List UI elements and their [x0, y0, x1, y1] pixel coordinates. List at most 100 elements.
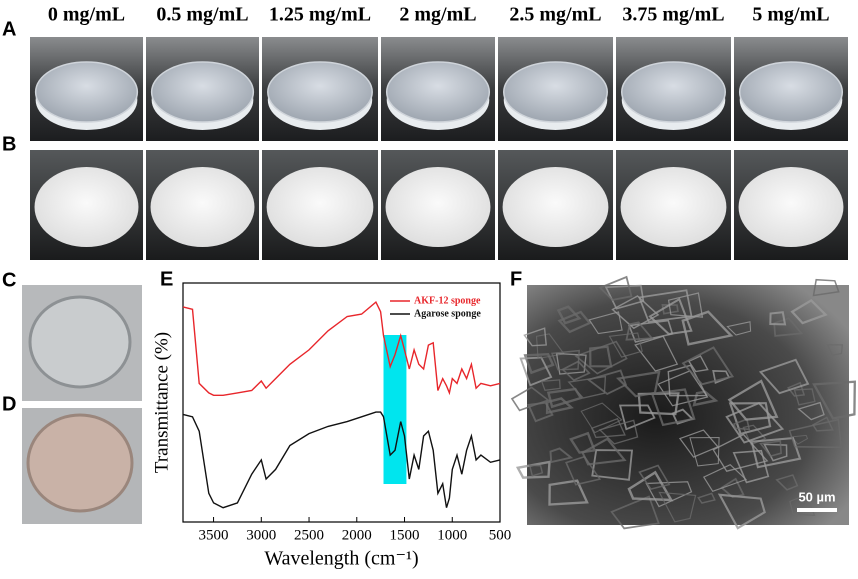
- panel-label: A: [2, 18, 16, 40]
- sem-flake: [758, 358, 810, 395]
- sem-flake: [697, 492, 716, 504]
- sem-flake: [788, 418, 843, 449]
- sem-flake: [717, 493, 766, 530]
- sponge: [34, 167, 139, 247]
- sem-flake: [610, 495, 660, 530]
- sem-flake: [750, 436, 802, 469]
- x-tick-label: 2000: [342, 527, 372, 543]
- x-tick-label: 3000: [246, 527, 276, 543]
- sem-flake: [598, 419, 639, 445]
- sem-flake: [519, 356, 553, 387]
- plot-frame: [182, 282, 501, 523]
- x-tick-label: 3500: [199, 527, 229, 543]
- sem-flake: [692, 390, 719, 407]
- sem-flake: [769, 311, 787, 326]
- sem-flake: [728, 402, 772, 436]
- sem-flake: [557, 310, 592, 334]
- concentration-label: 5 mg/mL: [752, 4, 829, 26]
- sem-flake: [712, 370, 731, 384]
- gel-disc: [267, 61, 373, 123]
- sem-flake: [759, 440, 782, 458]
- spectrum-line: [182, 411, 501, 509]
- sem-flake: [648, 297, 693, 336]
- sem-flake: [528, 464, 544, 477]
- spectrum-line: [182, 300, 501, 396]
- sem-flake: [775, 474, 799, 491]
- gel-disc: [150, 61, 255, 123]
- panel-label: E: [160, 268, 173, 290]
- sem-flake: [681, 346, 735, 386]
- ftir-chart: 3500 3000 2500 2000 1500 1000 500 Wavelength (c…: [151, 282, 511, 570]
- sem-flake: [727, 379, 779, 421]
- sem-flake: [732, 449, 770, 484]
- concentration-label: 3.75 mg/mL: [622, 4, 724, 26]
- sem-flake: [548, 479, 589, 506]
- sem-flake: [535, 333, 565, 360]
- sem-flake: [812, 278, 840, 297]
- film-d: [26, 413, 134, 513]
- sponge: [620, 167, 727, 247]
- sem-flake: [689, 436, 720, 467]
- sponge: [502, 167, 609, 247]
- sem-flake: [789, 493, 816, 517]
- sem-flake: [556, 305, 582, 325]
- sem-flake: [615, 370, 661, 398]
- sem-flake: [546, 387, 583, 409]
- sponge: [385, 167, 491, 247]
- sem-flake: [604, 284, 645, 310]
- sem-flake: [634, 335, 679, 372]
- gel-disc: [621, 61, 726, 123]
- concentration-label: 2 mg/mL: [399, 4, 476, 26]
- sem-flake: [549, 447, 574, 464]
- sponge: [738, 167, 844, 247]
- sem-flake: [667, 364, 708, 397]
- sem-flake: [523, 352, 555, 375]
- panel-label: C: [2, 269, 16, 291]
- sem-flake: [589, 345, 613, 368]
- sem-flake: [712, 433, 769, 472]
- sem-flake: [551, 349, 580, 371]
- sem-flake: [591, 449, 634, 481]
- sem-flake: [625, 321, 654, 341]
- sem-flake: [657, 370, 709, 407]
- sem-flake: [702, 463, 748, 493]
- legend-label: Agarose sponge: [414, 308, 481, 319]
- sem-flake: [523, 327, 547, 347]
- panel-label: B: [2, 133, 16, 155]
- x-tick-label: 1000: [437, 527, 467, 543]
- sem-flake: [733, 418, 751, 431]
- concentration-label: 0.5 mg/mL: [156, 4, 248, 26]
- sem-flake: [812, 380, 856, 420]
- sem-flake: [627, 470, 674, 502]
- sem-flake: [667, 292, 704, 318]
- sem-flake: [793, 388, 816, 406]
- sem-flake: [567, 375, 607, 399]
- sem-flake: [618, 404, 656, 431]
- gel-disc: [503, 61, 608, 123]
- concentration-label: 2.5 mg/mL: [509, 4, 601, 26]
- gel-disc: [34, 61, 139, 123]
- sem-flake: [790, 298, 828, 325]
- sem-flake: [569, 431, 597, 454]
- highlight-band: [383, 335, 407, 484]
- sem-flake: [545, 397, 574, 415]
- sem-flake: [797, 401, 825, 421]
- sem-flake: [515, 460, 551, 479]
- gel-disc: [738, 61, 844, 123]
- sem-flake: [726, 321, 752, 336]
- panel-label: D: [2, 393, 16, 415]
- panel-label: F: [510, 268, 522, 290]
- legend-label: AKF-12 sponge: [414, 295, 481, 306]
- sem-flake: [681, 310, 734, 346]
- x-axis-label: Wavelength (cm⁻¹): [264, 548, 418, 570]
- x-tick-label: 1500: [390, 527, 420, 543]
- photos: [30, 37, 848, 260]
- y-axis-label: Transmittance (%): [151, 332, 172, 473]
- sem-flake: [540, 379, 561, 391]
- sem-flake: [510, 386, 550, 412]
- film-c: [28, 295, 132, 389]
- sem-flake: [588, 311, 623, 335]
- sem-flake: [586, 369, 628, 395]
- concentration-label: 1.25 mg/mL: [269, 4, 371, 26]
